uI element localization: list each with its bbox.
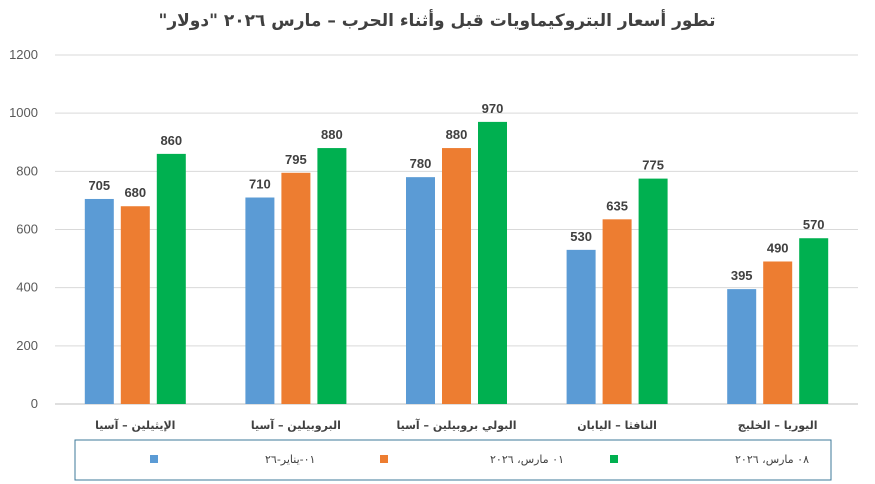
data-labels: 705 680 860 710 795 880 780 880 970 530 635 775 395 4… xyxy=(88,101,824,283)
data-label: 795 xyxy=(285,152,307,167)
data-label: 880 xyxy=(321,127,343,142)
legend-marker xyxy=(150,455,158,463)
data-label: 530 xyxy=(570,229,592,244)
y-tick-label: 400 xyxy=(16,280,38,295)
bar xyxy=(602,219,632,404)
data-label: 570 xyxy=(803,217,825,232)
legend-label: ٠١-يناير-٢٦ xyxy=(265,453,315,466)
bar xyxy=(638,178,668,404)
x-axis: الإيثيلين – آسيا البروبيلين – آسيا البولي … xyxy=(95,418,817,432)
bar xyxy=(566,249,596,404)
data-label: 680 xyxy=(124,185,146,200)
y-tick-label: 800 xyxy=(16,163,38,178)
y-tick-label: 200 xyxy=(16,338,38,353)
bar xyxy=(120,206,150,404)
x-tick-label: اليوريا – الخليج xyxy=(738,419,818,432)
bars xyxy=(84,121,829,405)
legend: ٠١-يناير-٢٦ ٠١ مارس، ٢٠٢٦ ٠٨ مارس، ٢٠٢٦ xyxy=(74,439,832,481)
bar xyxy=(317,148,347,404)
data-label: 710 xyxy=(249,177,271,192)
data-label: 780 xyxy=(410,156,432,171)
data-label: 775 xyxy=(642,158,664,173)
data-label: 635 xyxy=(606,198,628,213)
y-tick-label: 1000 xyxy=(9,105,38,120)
data-label: 970 xyxy=(482,101,504,116)
bar xyxy=(156,153,186,404)
x-tick-label: النافثا – اليابان xyxy=(577,419,657,432)
x-tick-label: الإيثيلين – آسيا xyxy=(95,418,175,432)
bar xyxy=(799,238,829,404)
data-label: 395 xyxy=(731,268,753,283)
bar xyxy=(763,261,793,404)
y-tick-label: 600 xyxy=(16,222,38,237)
bar xyxy=(406,177,435,404)
legend-box xyxy=(74,439,832,481)
bar xyxy=(727,289,757,404)
legend-label: ٠٨ مارس، ٢٠٢٦ xyxy=(735,453,809,466)
legend-marker xyxy=(380,455,388,463)
x-tick-label: البولي بروبيلين – آسيا xyxy=(396,418,516,432)
bar xyxy=(245,197,275,404)
data-label: 490 xyxy=(767,240,789,255)
bar xyxy=(84,198,114,404)
chart-title: تطور أسعار البتروكيماويات قبل وأثناء الح… xyxy=(158,9,715,31)
bar xyxy=(281,172,311,404)
legend-label: ٠١ مارس، ٢٠٢٦ xyxy=(490,453,564,466)
bar xyxy=(442,148,471,404)
data-label: 880 xyxy=(446,127,468,142)
x-tick-label: البروبيلين – آسيا xyxy=(251,418,341,432)
data-label: 705 xyxy=(88,178,110,193)
data-label: 860 xyxy=(160,133,182,148)
bar xyxy=(478,121,507,405)
y-axis: 0 200 400 600 800 1000 1200 xyxy=(9,47,38,411)
y-tick-label: 1200 xyxy=(9,47,38,62)
legend-marker xyxy=(610,455,618,463)
y-tick-label: 0 xyxy=(31,396,38,411)
